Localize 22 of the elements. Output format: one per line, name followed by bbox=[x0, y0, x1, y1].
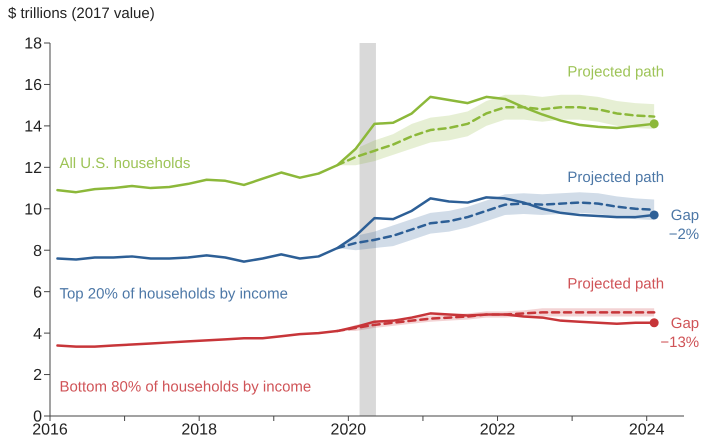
x-tick-label: 2020 bbox=[330, 421, 366, 438]
series-label: Projected path bbox=[567, 168, 664, 186]
x-tick-label: 2024 bbox=[628, 421, 665, 438]
x-tick-label: 2018 bbox=[181, 421, 218, 438]
series-label: All U.S. households bbox=[59, 155, 190, 172]
series-label: Projected path bbox=[567, 64, 664, 81]
y-tick-label: 2 bbox=[33, 367, 42, 384]
text: Bottom 80% of households by income bbox=[59, 378, 312, 396]
annotation: Gap −2% bbox=[668, 206, 700, 243]
y-tick-label: 4 bbox=[33, 326, 42, 343]
y-tick-label: 8 bbox=[33, 242, 42, 260]
series-label: Top 20% of households by income bbox=[59, 286, 288, 303]
y-tick-label: 18 bbox=[24, 36, 42, 53]
y-tick-label: 10 bbox=[24, 201, 42, 218]
annotation: Gap −13% bbox=[660, 314, 700, 351]
y-tick-label: 12 bbox=[24, 160, 42, 178]
x-tick-label: 2022 bbox=[480, 421, 516, 438]
y-tick-label: 16 bbox=[24, 77, 42, 94]
y-tick-label: 14 bbox=[24, 118, 42, 136]
y-tick-label: 6 bbox=[33, 284, 42, 302]
y-axis-title: $ trillions (2017 value) bbox=[8, 5, 155, 22]
series-label: Projected path bbox=[567, 275, 664, 292]
